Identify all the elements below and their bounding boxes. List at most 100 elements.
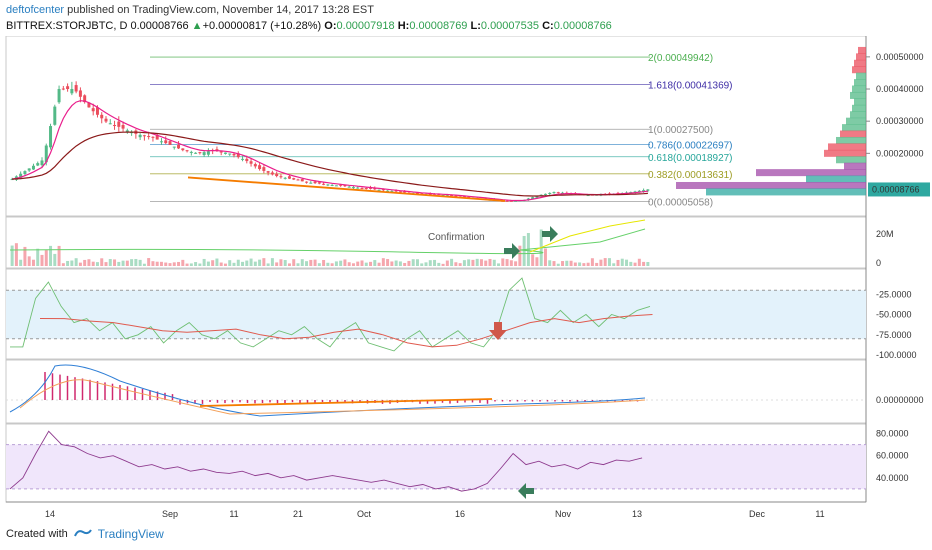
volume-bar [377, 262, 381, 266]
candle-body [279, 176, 283, 178]
volume-bar [642, 261, 646, 266]
candle-body [300, 179, 304, 182]
candle-body [309, 182, 313, 184]
volume-bar [228, 260, 232, 266]
candle-body [113, 125, 117, 127]
volume-bar [637, 258, 641, 266]
volume-profile-bar [856, 53, 866, 61]
tradingview-brand[interactable]: TradingView [97, 527, 164, 541]
williams-tick-label: -50.0000 [876, 310, 912, 320]
fib-level-label: 1.618(0.00041369) [648, 81, 733, 92]
candle-body [403, 191, 407, 193]
candle-body [74, 85, 78, 92]
candle-body [462, 196, 466, 198]
volume-bar [334, 261, 338, 266]
volume-bar [262, 258, 266, 266]
high-label: H: [397, 20, 410, 32]
volume-bar [117, 261, 121, 266]
volume-bar [373, 260, 377, 266]
time-tick-label: Nov [555, 509, 572, 519]
volume-bar [569, 260, 573, 266]
volume-bar [479, 259, 483, 266]
candle-body [305, 181, 309, 183]
candle-body [121, 125, 125, 129]
volume-bar [87, 259, 91, 266]
volume-bar [607, 258, 611, 266]
volume-bar [501, 258, 505, 266]
volume-bar [420, 263, 424, 266]
volume-bar [155, 261, 159, 266]
volume-bar [561, 261, 565, 266]
candle-body [445, 195, 449, 197]
candle-body [258, 165, 262, 170]
candle-body [347, 186, 351, 188]
price-tick-label: 0.00050000 [876, 52, 924, 62]
candle-body [223, 152, 227, 154]
volume-bar [590, 258, 594, 266]
candle-body [369, 187, 373, 189]
volume-bar [633, 262, 637, 266]
volume-bar [573, 262, 577, 266]
candle-body [556, 192, 560, 194]
volume-ma2-line [529, 219, 646, 253]
volume-bar [74, 258, 78, 266]
volume-bar [462, 260, 466, 266]
candle-body [531, 197, 535, 200]
volume-bar [172, 262, 176, 266]
williams-tick-label: -25.0000 [876, 289, 912, 299]
volume-bar [543, 248, 547, 266]
candle-body [351, 187, 355, 189]
volume-bar [514, 261, 518, 266]
candle-body [125, 130, 129, 132]
volume-profile-bar [854, 59, 866, 67]
volume-bar [61, 263, 65, 266]
fib-level-label: 0.382(0.00013631) [648, 170, 733, 181]
volume-bar [595, 262, 599, 266]
candle-body [509, 200, 513, 202]
volume-bar [411, 259, 415, 266]
volume-profile-bar [836, 156, 866, 164]
volume-bar [23, 246, 27, 266]
volume-bar [31, 259, 35, 266]
candle-body [552, 192, 556, 194]
volume-profile-bar [844, 162, 866, 170]
volume-profile-bar [828, 143, 866, 151]
volume-bar [164, 262, 168, 266]
volume-bar [364, 262, 368, 266]
volume-bar [612, 263, 616, 266]
candle-body [57, 89, 61, 103]
low-value: 0.00007535 [480, 20, 540, 32]
publish-text: published on TradingView.com, November 1… [64, 4, 374, 16]
volume-bar [347, 262, 351, 266]
candle-body [386, 190, 390, 192]
tradingview-logo-icon[interactable] [73, 528, 92, 541]
williams-band [6, 290, 866, 339]
candle-body [185, 150, 189, 152]
candle-body [415, 192, 419, 194]
volume-profile-bar [842, 124, 866, 132]
up-arrow-icon: ▲ [191, 20, 203, 32]
candle-body [394, 190, 398, 192]
volume-bar [236, 259, 240, 266]
volume-bar [326, 262, 330, 266]
volume-bar [10, 245, 14, 266]
volume-profile-bar [806, 175, 866, 183]
candle-body [78, 90, 82, 97]
volume-profile-bar [706, 188, 866, 196]
volume-profile-bar [824, 149, 866, 157]
time-tick-label: Dec [749, 509, 766, 519]
author-link[interactable]: deftofcenter [6, 4, 65, 16]
candle-body [543, 193, 547, 195]
candle-body [104, 118, 108, 122]
volume-bar [305, 261, 309, 266]
footer: Created with TradingView [6, 527, 164, 541]
volume-bar [83, 259, 87, 266]
time-tick-label: 13 [632, 509, 642, 519]
volume-bar [279, 259, 283, 266]
volume-bar [317, 263, 321, 266]
volume-bar [535, 257, 539, 266]
chart-area[interactable]: 0.00050000 0.00040000 0.00030000 0.00020000… [0, 36, 932, 522]
volume-bar [437, 262, 441, 266]
confirmation-annotation: Confirmation [428, 232, 485, 243]
fast-moving-average-line [12, 100, 648, 202]
